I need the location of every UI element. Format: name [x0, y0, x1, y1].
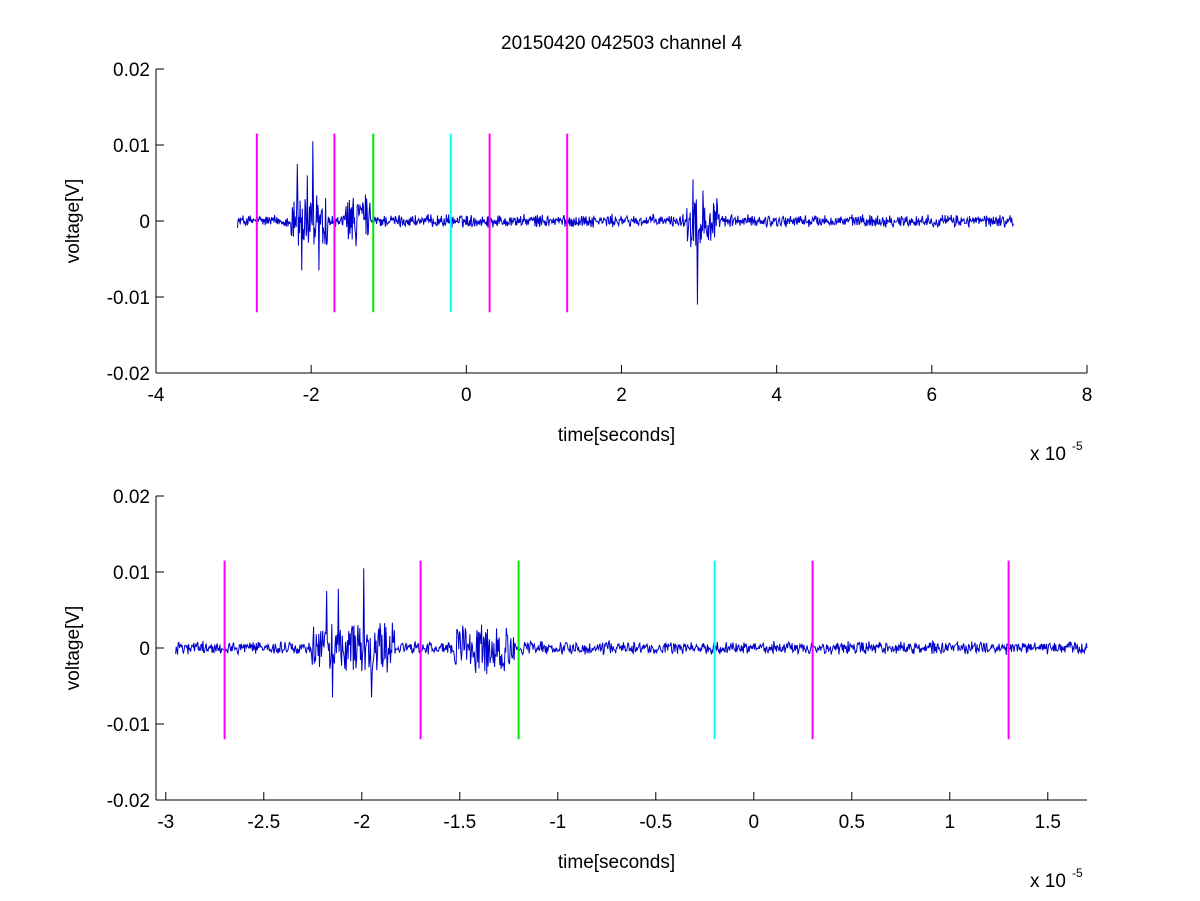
x-tick-label: 0	[749, 812, 760, 833]
x-tick-label: -2	[353, 812, 370, 833]
x-axis-label: time[seconds]	[558, 852, 675, 873]
x-tick-label: 8	[1082, 385, 1093, 406]
x-tick-label: 1.5	[1035, 812, 1061, 833]
signal-trace	[175, 568, 1088, 698]
x-tick-label: 6	[927, 385, 938, 406]
x-tick-label: -2	[303, 385, 320, 406]
y-tick-label: 0.02	[113, 487, 150, 508]
signal-trace	[236, 141, 1014, 305]
y-tick-label: 0	[139, 639, 150, 660]
chart-2: -3 -2.5 -2 -1.5 -1 -0.5 0 0.5 1 1.5 -0.02 -0.01 0 0.0…	[63, 487, 1088, 892]
x-tick-label: -1.5	[443, 812, 476, 833]
x-multiplier-exponent: -5	[1072, 439, 1083, 453]
x-multiplier-exponent: -5	[1072, 866, 1083, 880]
chart-title: 20150420 042503 channel 4	[501, 33, 742, 54]
x-tick-label: 4	[771, 385, 782, 406]
x-tick-label: 0.5	[839, 812, 865, 833]
chart-1: -4 -2 0 2 4 6 8 -0.02 -0.01 0 0.01 0.02 20150420 042…	[63, 33, 1092, 465]
x-tick-label: -0.5	[639, 812, 672, 833]
x-tick-label: -4	[148, 385, 165, 406]
x-axis-label: time[seconds]	[558, 425, 675, 446]
y-tick-label: 0.01	[113, 136, 150, 157]
x-tick-label: -1	[549, 812, 566, 833]
y-tick-label: -0.02	[107, 791, 150, 812]
x-tick-label: -2.5	[247, 812, 280, 833]
y-tick-label: 0	[139, 212, 150, 233]
x-tick-label: 0	[461, 385, 472, 406]
y-tick-label: -0.02	[107, 364, 150, 385]
x-multiplier-label: x 10	[1030, 871, 1066, 892]
x-multiplier-label: x 10	[1030, 444, 1066, 465]
x-tick-label: 1	[945, 812, 956, 833]
x-tick-label: 2	[616, 385, 627, 406]
y-tick-label: 0.02	[113, 60, 150, 81]
y-tick-label: 0.01	[113, 563, 150, 584]
y-axis-label: voltage[V]	[63, 179, 84, 264]
y-tick-label: -0.01	[107, 288, 150, 309]
y-tick-label: -0.01	[107, 715, 150, 736]
y-axis-label: voltage[V]	[63, 606, 84, 691]
x-tick-label: -3	[157, 812, 174, 833]
